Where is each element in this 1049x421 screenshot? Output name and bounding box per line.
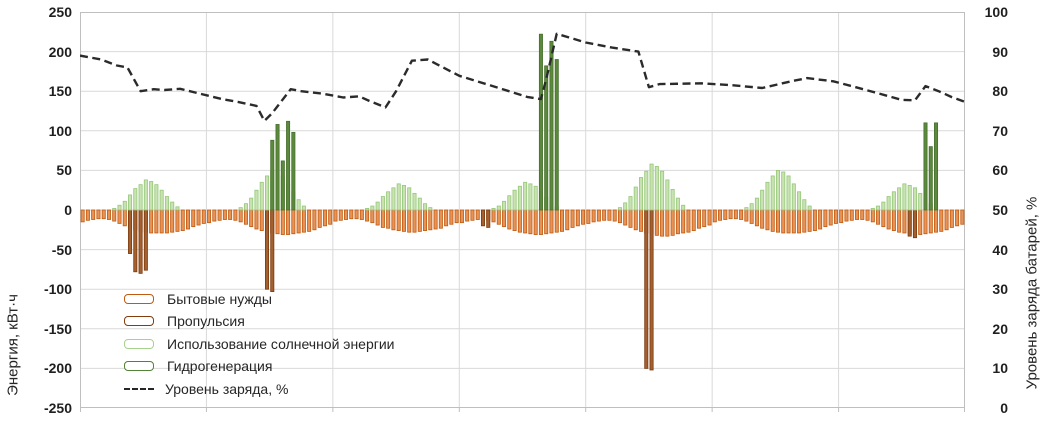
legend-item: Бытовые нужды <box>124 290 395 307</box>
bars-Бытовые нужды <box>80 209 965 237</box>
legend-item: Уровень заряда, % <box>124 380 395 397</box>
legend-bar-swatch <box>124 293 154 304</box>
legend-bar-swatch <box>124 338 154 349</box>
legend-label: Бытовые нужды <box>167 290 272 307</box>
left-axis-tick: 0 <box>64 202 72 218</box>
left-axis-tick: -250 <box>43 400 72 416</box>
left-axis-tick: -200 <box>43 360 72 377</box>
charge-level-line <box>80 32 965 123</box>
right-axis-tick: 90 <box>992 43 1008 60</box>
legend-dashed-line-swatch <box>124 387 154 390</box>
right-axis-tick: 100 <box>984 4 1008 20</box>
right-axis-tick: 20 <box>992 320 1008 337</box>
left-axis-tick: -150 <box>43 320 72 337</box>
legend-item: Пропульсия <box>124 313 395 330</box>
right-axis-tick: 70 <box>992 122 1008 139</box>
right-axis-tick: 60 <box>992 162 1008 179</box>
legend-item: Использование солнечной энергии <box>124 335 395 352</box>
legend-label: Уровень заряда, % <box>165 380 289 397</box>
left-axis-tick: 200 <box>48 43 72 60</box>
bars-Использование солнечной энергии <box>112 163 939 211</box>
left-axis-tick: 150 <box>48 83 72 100</box>
left-axis-tick: -100 <box>43 281 72 298</box>
legend: Бытовые нужды Пропульсия Использование сол… <box>124 290 395 403</box>
legend-item: Гидрогенерация <box>124 358 395 375</box>
legend-label: Пропульсия <box>167 313 245 329</box>
legend-bar-swatch <box>124 316 154 326</box>
legend-label: Гидрогенерация <box>167 358 273 374</box>
right-axis-tick: 50 <box>992 202 1008 218</box>
right-axis-tick: 10 <box>992 360 1008 377</box>
right-axis-title: Уровень заряда батарей, % <box>1023 196 1041 390</box>
left-axis-tick: -50 <box>51 241 72 258</box>
right-axis-tick: 80 <box>992 83 1008 100</box>
plot-border <box>80 12 965 408</box>
gridlines <box>80 12 965 408</box>
plot-area <box>80 12 965 412</box>
right-axis-tick: 0 <box>1000 400 1008 416</box>
legend-label: Использование солнечной энергии <box>167 335 395 352</box>
legend-bar-swatch <box>124 361 154 371</box>
left-axis-tick: 250 <box>48 4 72 20</box>
left-axis-tick: 100 <box>48 122 72 139</box>
right-axis-tick: 40 <box>992 241 1008 258</box>
right-axis-tick: 30 <box>992 281 1008 298</box>
bars-Гидрогенерация <box>270 33 939 211</box>
left-axis-title: Энергия, кВт·ч <box>4 294 22 396</box>
left-axis-tick: 50 <box>56 162 72 179</box>
x-axis-ticks <box>80 408 965 412</box>
